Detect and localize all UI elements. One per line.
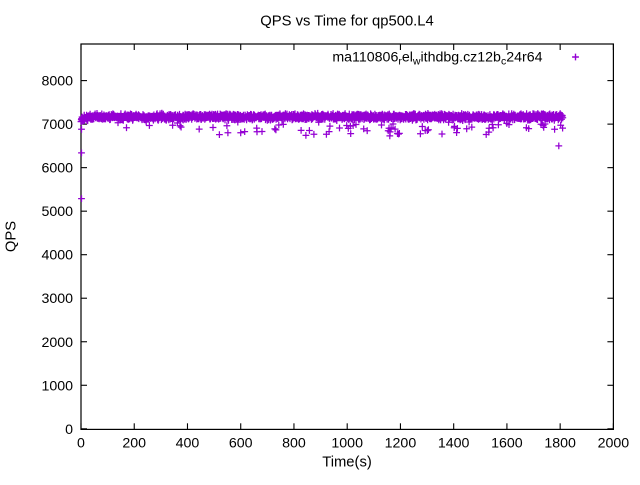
y-tick-label: 4000 — [41, 248, 73, 264]
axis-tick-labels: 0 200 400 600 800 1000 1200 1400 1600 1800 2000 0 10… — [41, 74, 629, 452]
legend-plus-marker-icon — [572, 53, 579, 61]
plot-border — [80, 43, 615, 430]
legend: ma110806relwithdbg.cz12bc24r64 — [332, 50, 579, 68]
legend-label: ma110806relwithdbg.cz12bc24r64 — [332, 50, 542, 68]
x-axis-label: Time(s) — [322, 455, 372, 471]
y-axis-label: QPS — [4, 221, 20, 252]
y-tick-label: 0 — [65, 422, 73, 438]
x-tick-label: 400 — [176, 436, 200, 452]
axis-ticks — [80, 44, 614, 430]
x-tick-label: 1000 — [331, 436, 363, 452]
y-tick-label: 7000 — [41, 117, 73, 133]
y-tick-label: 8000 — [41, 74, 73, 90]
x-tick-label: 2000 — [598, 436, 630, 452]
y-tick-label: 1000 — [41, 378, 73, 394]
y-tick-label: 6000 — [41, 161, 73, 177]
x-tick-label: 600 — [229, 436, 253, 452]
x-tick-label: 1400 — [438, 436, 470, 452]
x-tick-label: 1200 — [385, 436, 417, 452]
y-tick-label: 3000 — [41, 291, 73, 307]
y-tick-label: 2000 — [41, 335, 73, 351]
x-tick-label: 0 — [77, 436, 85, 452]
x-tick-label: 1600 — [491, 436, 523, 452]
chart-title: QPS vs Time for qp500.L4 — [260, 14, 434, 30]
y-tick-label: 5000 — [41, 204, 73, 220]
x-tick-label: 800 — [282, 436, 306, 452]
data-series-points — [77, 109, 567, 202]
x-tick-label: 1800 — [544, 436, 576, 452]
x-tick-label: 200 — [122, 436, 146, 452]
